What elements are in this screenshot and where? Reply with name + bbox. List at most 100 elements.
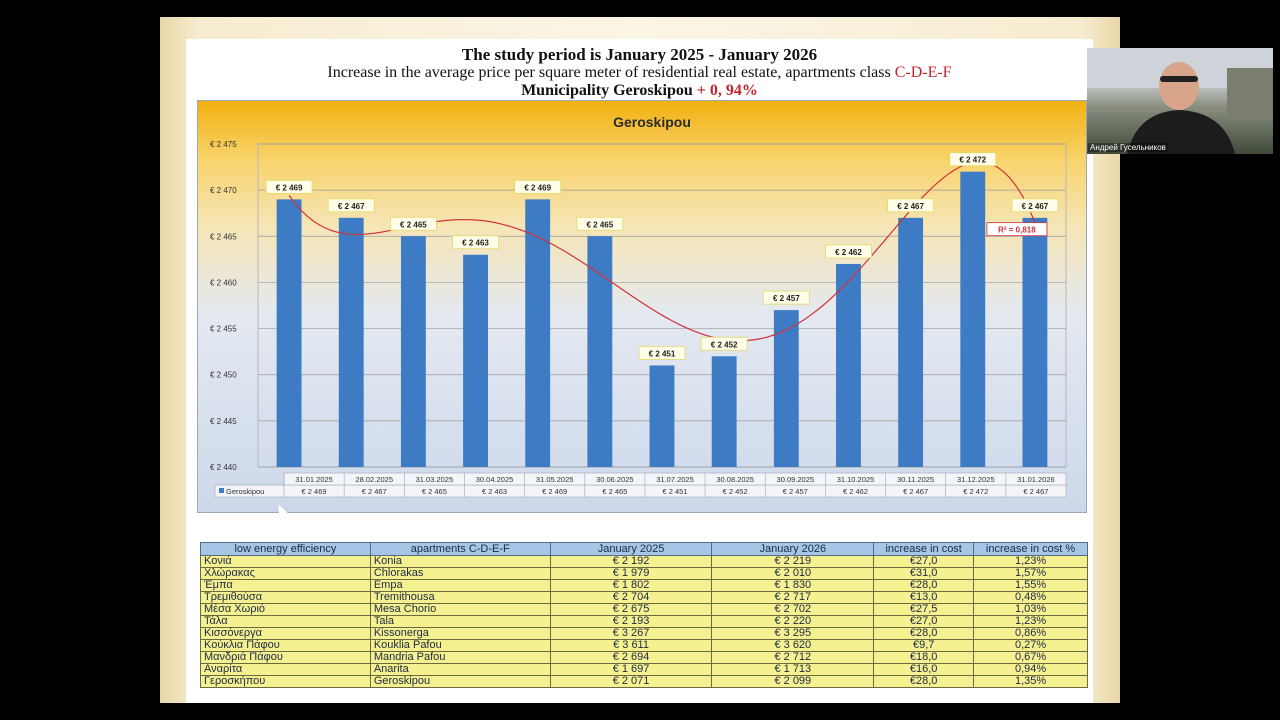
table-cell: Κισσόνεργα: [200, 627, 371, 640]
data-table-value: € 2 467: [903, 487, 928, 496]
y-tick-label: € 2 475: [210, 140, 237, 149]
y-tick-label: € 2 445: [210, 417, 237, 426]
table-cell: Mesa Chorio: [369, 603, 551, 616]
table-row: Χλώρακας Chlorakas € 1 979 € 2 010 €31,0 1,57…: [200, 567, 1088, 580]
data-table-value: € 2 469: [302, 487, 327, 496]
table-cell: Kissonerga: [369, 627, 551, 640]
table-cell: € 1 697: [549, 663, 713, 676]
table-cell: € 2 219: [711, 555, 875, 568]
data-table-value: € 2 465: [602, 487, 627, 496]
data-label-box: [1011, 198, 1059, 213]
table-header-row: low energy efficiency apartments C-D-E-F J…: [200, 542, 1088, 556]
x-tick-label: 31.05.2025: [536, 475, 574, 484]
data-label-box: [389, 216, 437, 231]
data-label: € 2 463: [462, 239, 489, 248]
data-label: € 2 467: [897, 202, 924, 211]
data-label: € 2 469: [276, 183, 303, 192]
table-body: Κονιά Konia € 2 192 € 2 219 €27,0 1,23% Χλώρακ…: [200, 555, 1088, 688]
table-cell: Chlorakas: [369, 567, 551, 580]
table-cell: € 1 802: [549, 579, 713, 592]
table-cell: Κούκλια Πάφου: [200, 639, 371, 652]
table-header-cell: low energy efficiency: [200, 542, 371, 556]
table-cell: € 1 830: [711, 579, 875, 592]
table-cell: € 2 010: [711, 567, 875, 580]
bar-chart: Geroskipou € 2 440 € 2 445 € 2 450 € 2 455 € …: [197, 100, 1087, 513]
data-label: € 2 469: [524, 183, 551, 192]
data-label: € 2 467: [338, 202, 365, 211]
bar: [587, 236, 613, 467]
data-table-value: € 2 451: [662, 487, 687, 496]
table-cell: € 2 717: [711, 591, 875, 604]
x-tick-label: 31.12.2025: [957, 475, 995, 484]
data-label: € 2 452: [711, 340, 738, 349]
table-cell: € 2 704: [549, 591, 713, 604]
table-cell: €31,0: [873, 567, 975, 580]
data-label-box: [762, 290, 810, 305]
data-label-box: [949, 152, 997, 167]
webcam-overlay: Андрей Гусельников: [1087, 48, 1273, 154]
data-label-box: [638, 346, 686, 360]
table-row: Κισσόνεργα Kissonerga € 3 267 € 3 295 €28,0 0…: [200, 627, 1088, 640]
table-cell: € 2 099: [711, 675, 875, 688]
table-cell: € 2 694: [549, 651, 713, 664]
table-header-cell: apartments C-D-E-F: [369, 542, 551, 556]
legend-swatch: [219, 488, 224, 493]
table-cell: €27,0: [873, 615, 975, 628]
data-table-value: € 2 469: [542, 487, 567, 496]
table-cell: 0,94%: [973, 663, 1088, 676]
x-tick-label: 31.07.2025: [656, 475, 694, 484]
bar: [276, 199, 302, 467]
data-label-box: [700, 336, 748, 351]
data-table-value: € 2 465: [422, 487, 447, 496]
table-cell: Μέσα Χωριό: [200, 603, 371, 616]
data-table-value: € 2 463: [482, 487, 507, 496]
x-tick-label: 30.06.2025: [596, 475, 634, 484]
table-cell: €28,0: [873, 675, 975, 688]
data-label-box: [452, 235, 499, 250]
table-cell: Τρεμιθούσα: [200, 591, 371, 604]
subtitle-text: Increase in the average price per square…: [327, 64, 895, 81]
bar: [898, 217, 924, 467]
data-label-box: [514, 179, 562, 194]
table-cell: 1,03%: [973, 603, 1088, 616]
bar: [400, 236, 426, 467]
table-cell: € 2 702: [711, 603, 875, 616]
table-cell: 0,27%: [973, 639, 1088, 652]
table-cell: € 3 611: [549, 639, 713, 652]
y-tick-label: € 2 450: [210, 371, 237, 380]
table-header-cell: January 2026: [711, 542, 875, 556]
data-label: € 2 465: [586, 220, 613, 229]
r2-box: [986, 222, 1048, 237]
table-cell: € 2 192: [549, 555, 713, 568]
data-table-value: € 2 457: [783, 487, 808, 496]
bar: [960, 171, 986, 467]
table-cell: 0,86%: [973, 627, 1088, 640]
table-cell: € 2 193: [549, 615, 713, 628]
y-tick-label: € 2 455: [210, 325, 237, 334]
webcam-name-label: Андрей Гусельников: [1088, 143, 1168, 152]
chart-title: Geroskipou: [613, 114, 691, 130]
table-cell: Χλώρακας: [200, 567, 371, 580]
table-cell: 0,67%: [973, 651, 1088, 664]
data-table-value: € 2 452: [723, 487, 748, 496]
table-cell: 0,48%: [973, 591, 1088, 604]
table-cell: Mandria Pafou: [369, 651, 551, 664]
table-cell: Αναρίτα: [200, 663, 371, 676]
table-row: Έμπα Empa € 1 802 € 1 830 €28,0 1,55%: [200, 579, 1088, 592]
table-cell: €16,0: [873, 663, 975, 676]
y-tick-label: € 2 465: [210, 232, 237, 241]
legend-label: Geroskipou: [226, 487, 264, 496]
table-cell: Kouklia Pafou: [369, 639, 551, 652]
table-cell: €28,0: [873, 579, 975, 592]
subtitle: Increase in the average price per square…: [186, 64, 1093, 82]
data-label: € 2 457: [773, 294, 800, 303]
y-tick-label: € 2 470: [210, 186, 237, 195]
x-tick-label: 30.08.2025: [716, 475, 754, 484]
table-cell: € 3 620: [711, 639, 875, 652]
table-cell: 1,35%: [973, 675, 1088, 688]
x-tick-label: 31.01.2025: [295, 475, 333, 484]
table-row: Κούκλια Πάφου Kouklia Pafou € 3 611 € 3 620…: [200, 639, 1088, 652]
data-table-value: € 2 467: [362, 487, 387, 496]
y-tick-label: € 2 440: [210, 463, 237, 472]
table-row: Αναρίτα Anarita € 1 697 € 1 713 €16,0 0,94%: [200, 663, 1088, 676]
